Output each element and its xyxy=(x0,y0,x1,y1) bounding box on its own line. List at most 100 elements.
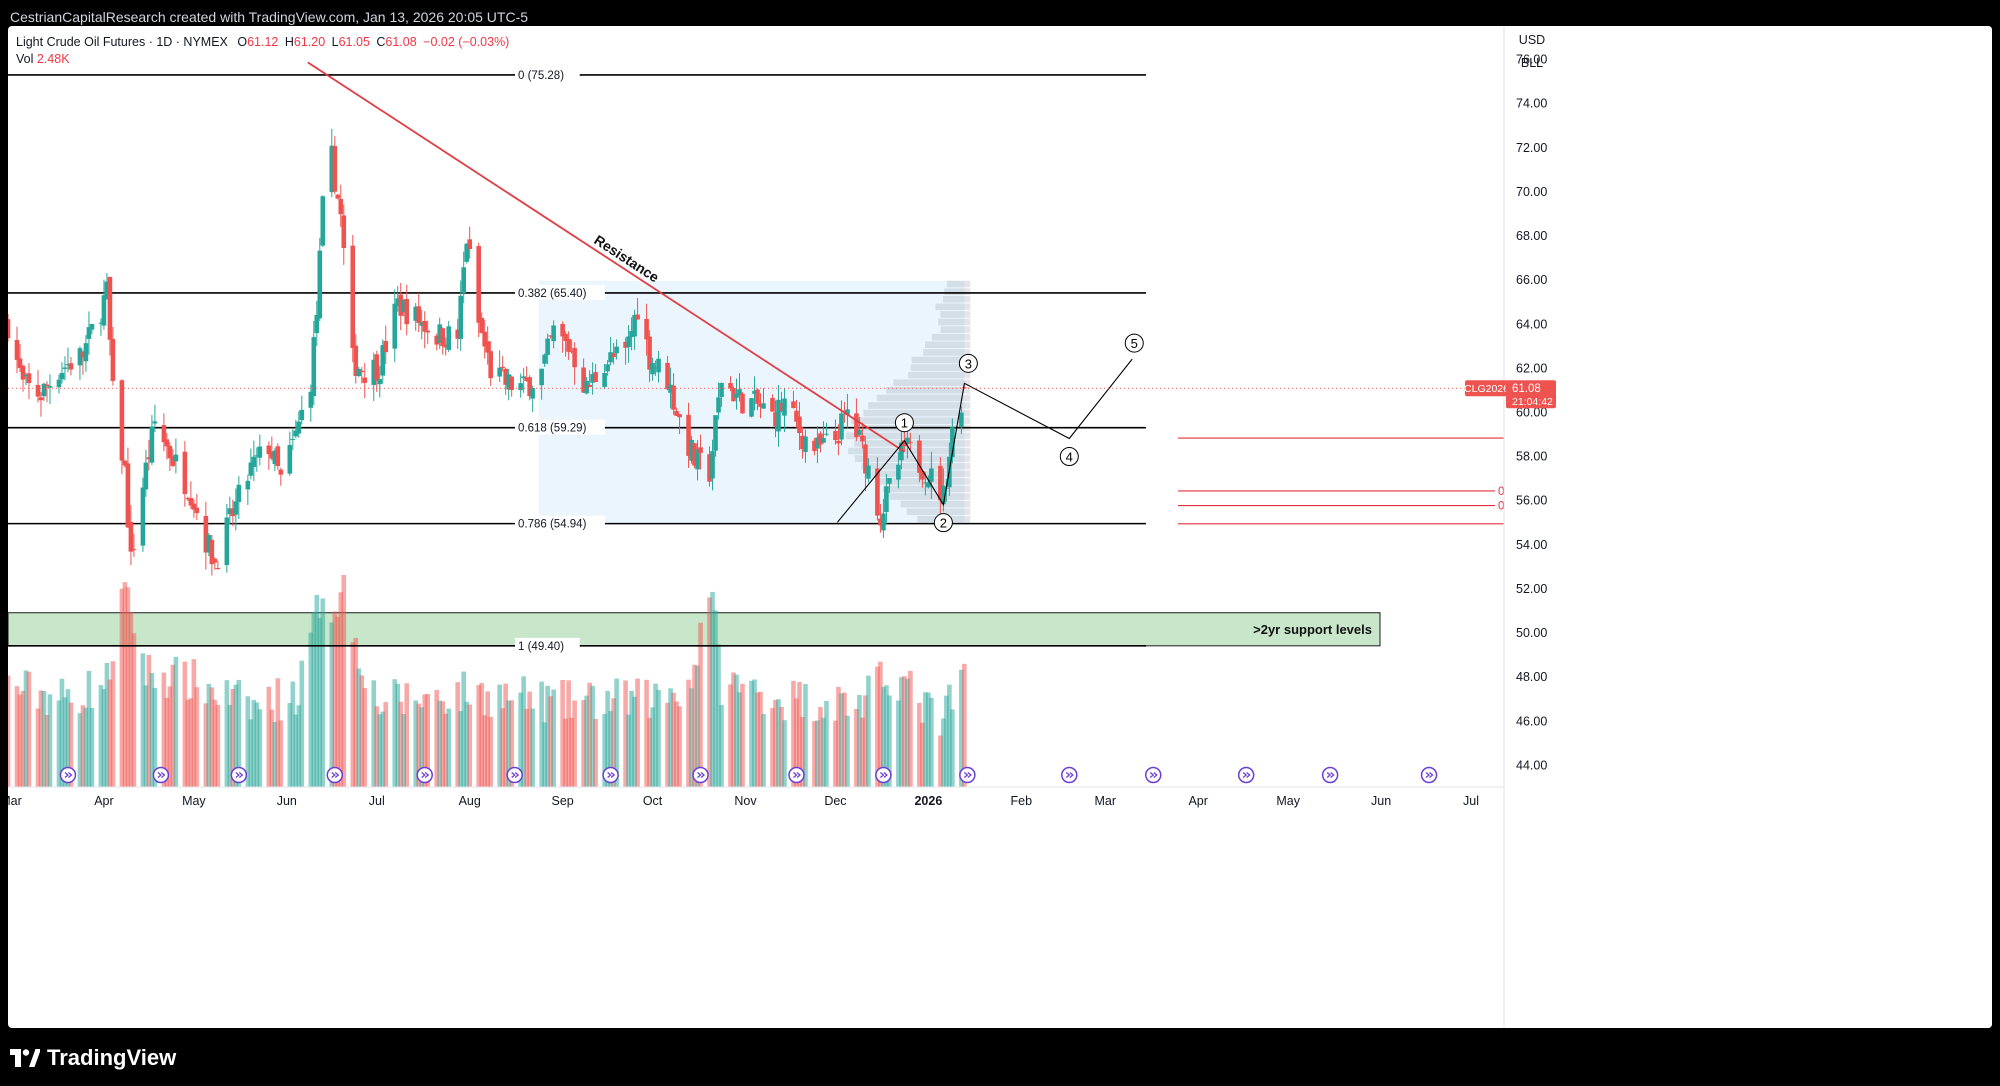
volume-bar xyxy=(581,700,586,787)
volume-bar xyxy=(887,695,892,787)
candle-body xyxy=(800,435,805,450)
volume-bar xyxy=(689,688,694,787)
volume-bar xyxy=(479,683,484,787)
candle-body xyxy=(329,145,335,193)
volume-bar xyxy=(56,700,62,787)
volume-bar xyxy=(800,716,805,787)
candle-body xyxy=(308,391,314,408)
volume-bar xyxy=(710,591,715,787)
candle-body xyxy=(569,351,574,353)
candle-body xyxy=(524,377,529,381)
wave-projection-path[interactable] xyxy=(836,358,1133,523)
candle-body xyxy=(455,329,460,339)
candle-body xyxy=(611,353,616,358)
currency-label: USD xyxy=(1519,33,1545,47)
volume-bar xyxy=(917,702,922,787)
volume-bar xyxy=(944,695,949,787)
price-chart[interactable]: >2yr support levels 0 (75.28) 0.382 (65.4… xyxy=(8,26,1992,1028)
volume-bar xyxy=(497,684,502,787)
economic-event-glyph xyxy=(1242,772,1251,778)
candle-body xyxy=(161,425,167,443)
volume-profile-bin xyxy=(845,432,971,440)
volume-value: 2.48K xyxy=(36,52,70,66)
candle-body xyxy=(878,518,883,526)
wave-label-circle[interactable] xyxy=(933,513,953,533)
volume-bar xyxy=(404,683,410,787)
candle-body xyxy=(335,194,341,199)
tradingview-logo[interactable]: TradingView xyxy=(10,1045,176,1071)
candle-body xyxy=(929,468,934,482)
candle-body xyxy=(194,507,200,514)
high-label: H xyxy=(284,35,294,49)
volume-bar xyxy=(545,685,550,787)
volume-profile-bin xyxy=(938,318,971,326)
support-zone[interactable] xyxy=(8,612,1381,647)
price-axis-bg xyxy=(1504,26,1992,1028)
volume-bar xyxy=(626,714,631,787)
candle-body xyxy=(698,447,703,453)
candle-body xyxy=(77,348,83,366)
candle-body xyxy=(587,384,592,388)
wave-label-circle[interactable] xyxy=(1124,333,1144,353)
volume-bar xyxy=(833,720,838,787)
candle-body xyxy=(560,324,565,337)
volume-bar xyxy=(14,686,20,787)
volume-bar xyxy=(656,690,661,787)
wave-label-circle[interactable] xyxy=(894,413,914,433)
volume-bar xyxy=(782,720,787,787)
price-tick-label: 46.00 xyxy=(1516,714,1547,728)
fib-label-bg xyxy=(515,284,605,300)
volume-bar xyxy=(125,587,131,787)
price-tick-label: 56.00 xyxy=(1516,494,1547,508)
volume-bar xyxy=(902,676,907,787)
volume-bar xyxy=(716,644,721,787)
volume-bar xyxy=(602,713,607,787)
candle-body xyxy=(884,486,889,513)
volume-bar xyxy=(383,702,389,787)
volume-bar xyxy=(167,686,173,787)
volume-bar xyxy=(266,686,272,787)
support-zone-label: >2yr support levels xyxy=(1253,622,1372,637)
candle-body xyxy=(125,463,131,528)
volume-bar xyxy=(929,697,934,787)
candle-body xyxy=(752,390,757,394)
candle-body xyxy=(206,535,212,553)
volume-bar xyxy=(686,679,691,787)
candle-body xyxy=(26,373,32,384)
chart-panel[interactable]: >2yr support levels 0 (75.28) 0.382 (65.4… xyxy=(8,26,1992,1028)
candle-body xyxy=(35,384,41,397)
candle-body xyxy=(632,315,637,337)
volume-bar xyxy=(719,705,724,787)
candle-body xyxy=(887,478,892,484)
volume-bar xyxy=(761,713,766,787)
wave-label-circle[interactable] xyxy=(958,353,978,373)
candle-body xyxy=(899,442,904,461)
volume-bar xyxy=(692,664,697,787)
candle-body xyxy=(83,343,89,362)
candle-body xyxy=(857,430,862,435)
volume-bar xyxy=(110,661,116,787)
wave-label-circle[interactable] xyxy=(1059,446,1079,466)
price-tag-bg[interactable] xyxy=(1506,380,1556,409)
candle-body xyxy=(47,386,53,388)
volume-bar xyxy=(644,679,649,787)
open-value: 61.12 xyxy=(247,35,279,49)
volume-bar xyxy=(713,610,718,787)
volume-bar xyxy=(329,622,335,787)
volume-bar xyxy=(416,703,422,787)
symbol-legend[interactable]: Light Crude Oil Futures · 1D · NYMEX O61… xyxy=(16,34,509,68)
volume-bar xyxy=(506,700,511,787)
volume-bar xyxy=(770,708,775,787)
volume-bar xyxy=(455,682,460,787)
volume-layer xyxy=(8,574,967,787)
volume-bar xyxy=(107,679,113,787)
volume-bar xyxy=(395,683,401,787)
candle-body xyxy=(320,196,326,246)
resistance-trendline[interactable] xyxy=(307,61,905,453)
high-value: 61.20 xyxy=(293,35,326,49)
economic-event-glyph xyxy=(607,772,616,778)
price-tick-label: 66.00 xyxy=(1516,273,1547,287)
volume-bar xyxy=(665,702,670,787)
fib-retracement-label: 0.618 (59.29) xyxy=(518,423,587,435)
volume-bar xyxy=(413,700,419,787)
